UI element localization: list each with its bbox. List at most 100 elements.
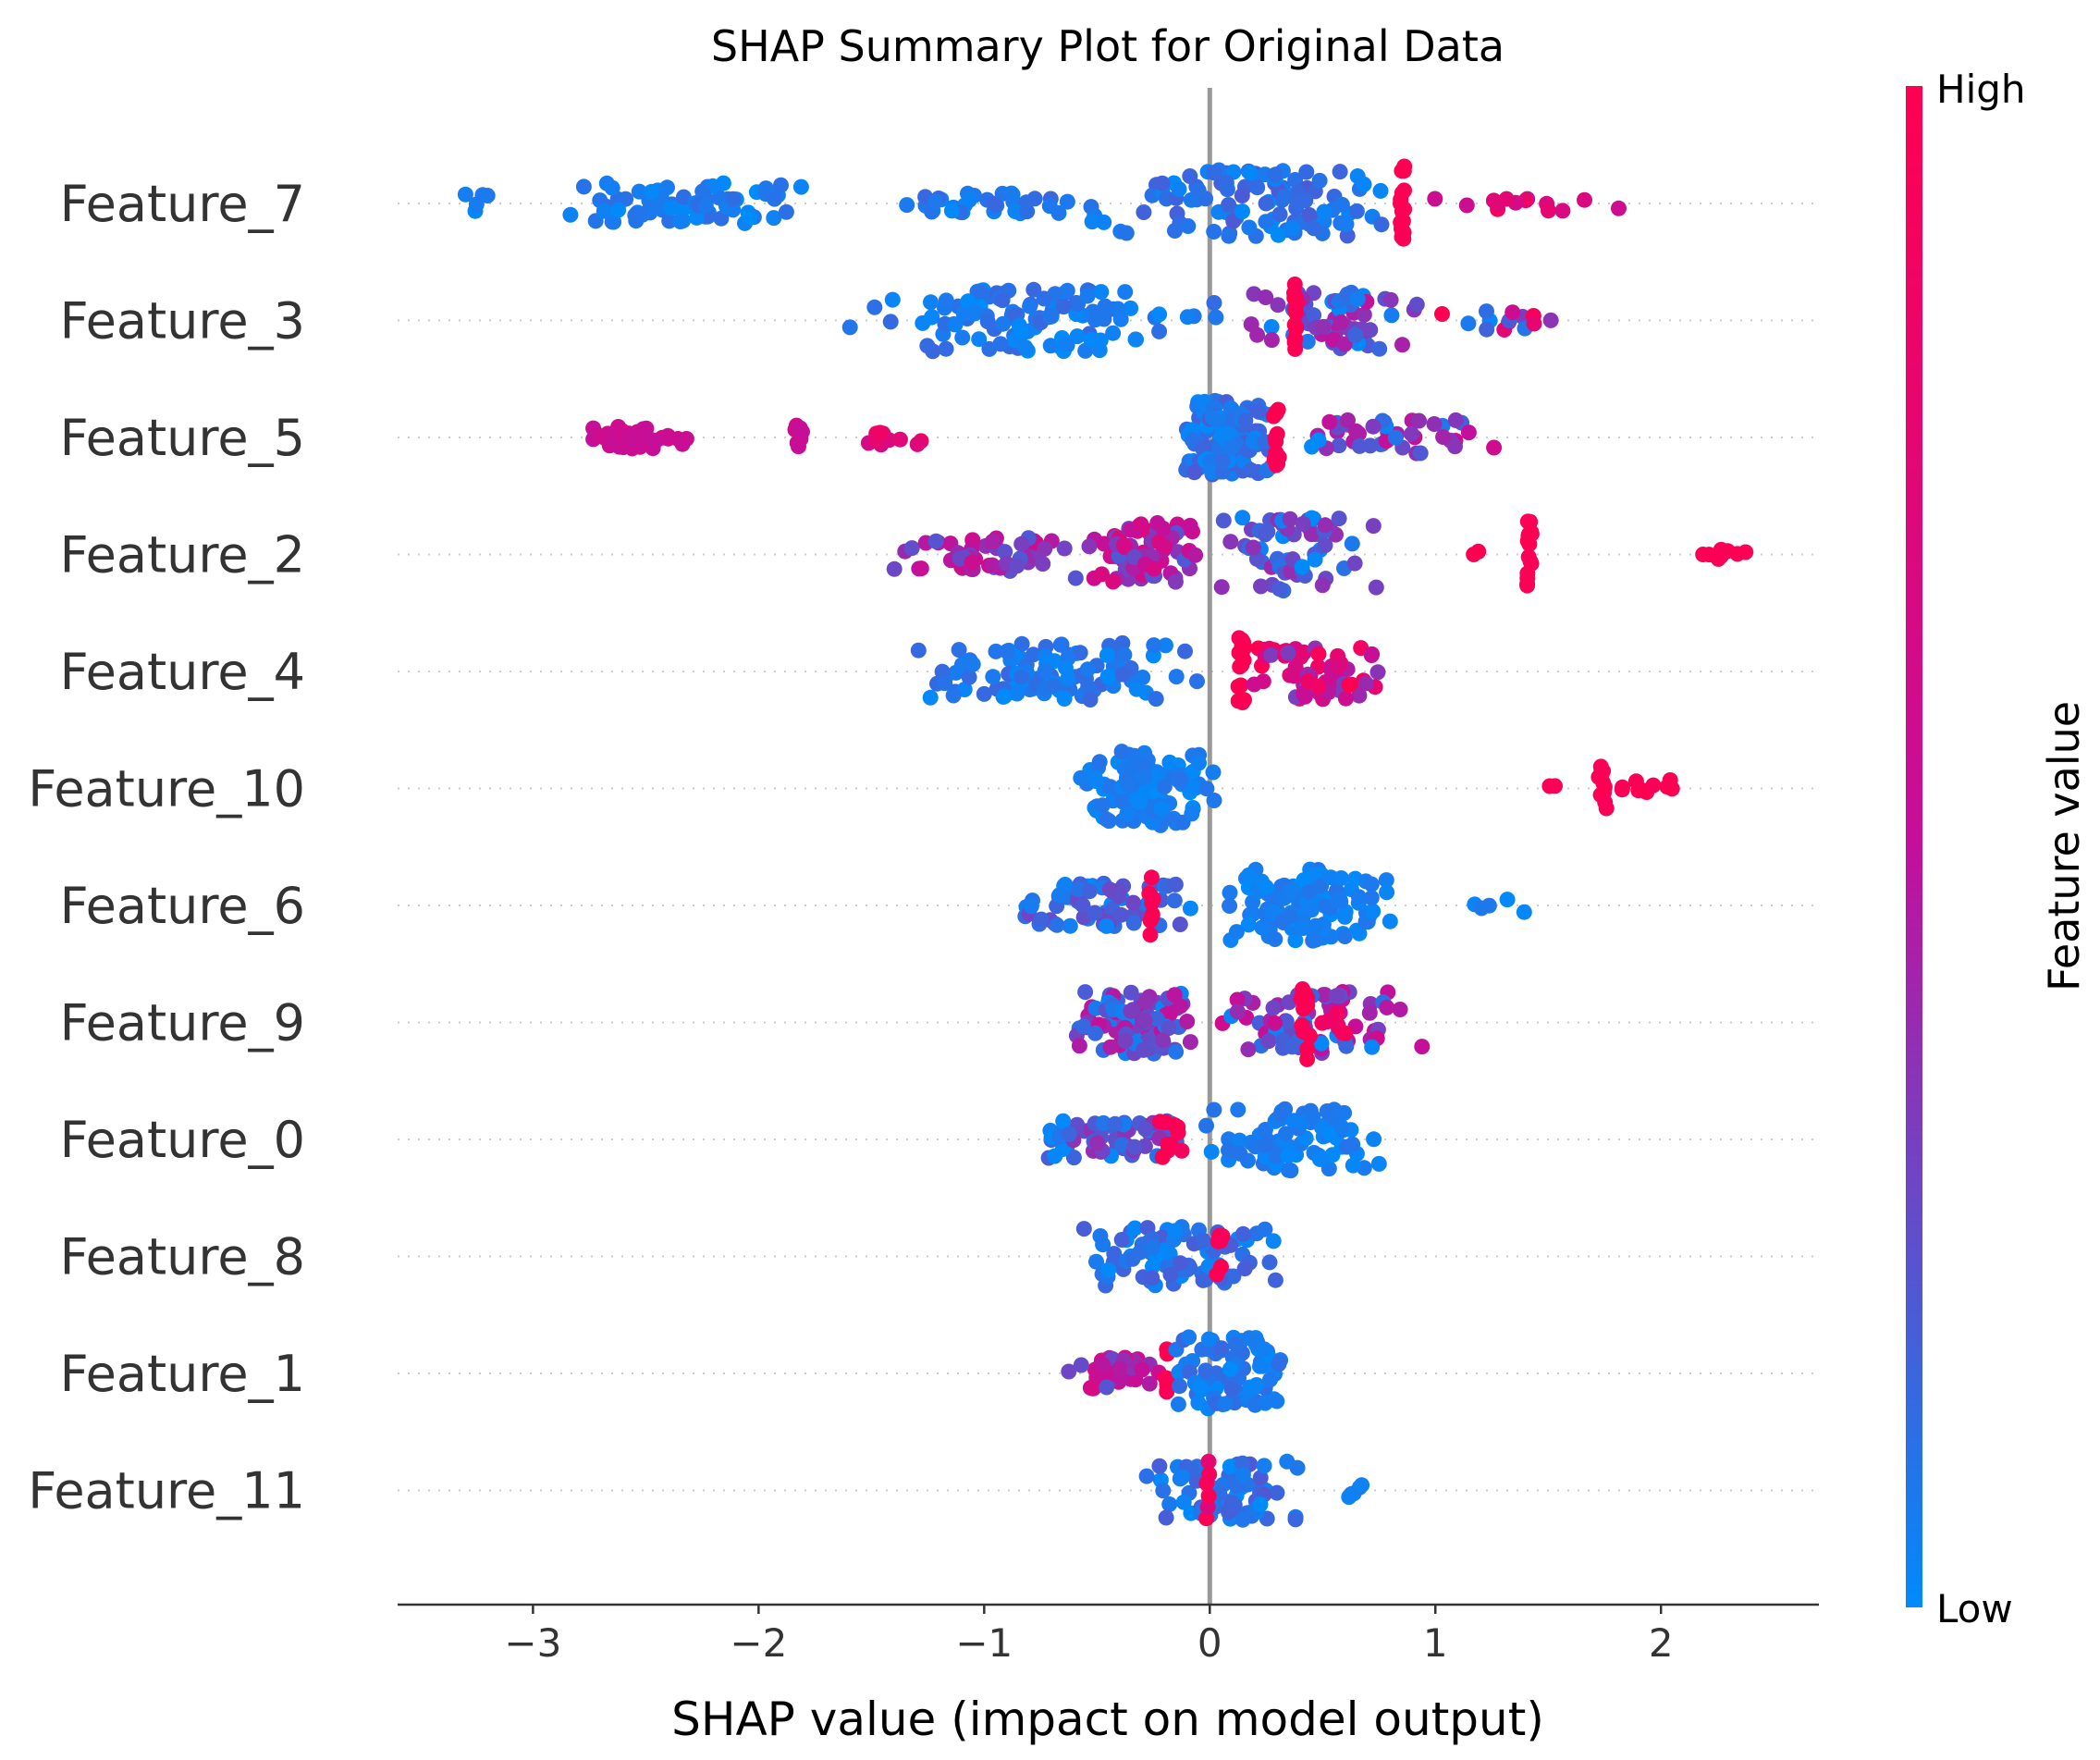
shap-point — [1094, 566, 1110, 583]
shap-point — [1144, 906, 1161, 923]
shap-point — [675, 189, 692, 205]
colorbar-high-label: High — [1936, 67, 2026, 112]
shap-point — [1258, 214, 1274, 230]
shap-point — [1141, 1375, 1158, 1392]
feature-label: Feature_4 — [60, 643, 305, 701]
shap-point — [1148, 1011, 1165, 1027]
shap-point — [1554, 203, 1571, 219]
shap-point — [1258, 1394, 1274, 1410]
shap-point — [1081, 538, 1098, 555]
shap-point — [1324, 1147, 1341, 1163]
shap-point — [1047, 1148, 1063, 1164]
shap-point — [1065, 1150, 1082, 1166]
shap-point — [1308, 931, 1324, 948]
shap-point — [1198, 1117, 1214, 1134]
shap-point — [988, 643, 1004, 659]
shap-point — [1073, 769, 1089, 786]
shap-point — [1228, 924, 1245, 941]
shap-point — [1077, 984, 1094, 1001]
shap-point — [1013, 323, 1029, 339]
shap-point — [1345, 1136, 1361, 1152]
shap-point — [964, 656, 981, 672]
shap-point — [1344, 535, 1360, 552]
shap-point — [1542, 312, 1559, 328]
shap-point — [1547, 778, 1563, 794]
shap-point — [1228, 1336, 1244, 1352]
shap-point — [1348, 203, 1365, 219]
shap-point — [1114, 666, 1131, 683]
shap-point — [1263, 332, 1280, 349]
shap-point — [961, 669, 977, 685]
shap-point — [1117, 284, 1134, 301]
shap-point — [937, 675, 953, 692]
shap-point — [1099, 917, 1115, 934]
shap-point — [1338, 1038, 1355, 1054]
shap-point — [1299, 990, 1315, 1006]
shap-point — [1253, 578, 1269, 595]
shap-point — [1277, 1101, 1294, 1117]
x-axis-label: SHAP value (impact on model output) — [671, 1692, 1544, 1746]
shap-point — [927, 533, 944, 549]
shap-point — [1182, 900, 1198, 917]
shap-point — [1271, 206, 1288, 223]
shap-point — [1022, 298, 1038, 314]
shap-point — [1182, 168, 1198, 184]
feature-label: Feature_2 — [60, 526, 305, 585]
shap-point — [1136, 1041, 1152, 1058]
shap-point — [1232, 1145, 1248, 1162]
shap-point — [1271, 227, 1286, 243]
shap-point — [1259, 523, 1276, 540]
shap-point — [1345, 1157, 1361, 1174]
shap-point — [1101, 881, 1118, 898]
shap-point — [1387, 429, 1404, 446]
shap-point — [1203, 1143, 1220, 1160]
shap-point — [1191, 755, 1207, 771]
shap-point — [1611, 200, 1627, 216]
shap-point — [1222, 439, 1239, 456]
x-tick-label: 1 — [1423, 1620, 1448, 1666]
shap-point — [1332, 314, 1349, 330]
shap-point — [1303, 902, 1320, 918]
shap-point — [961, 191, 977, 208]
feature-label: Feature_6 — [60, 877, 305, 935]
shap-point — [1089, 1135, 1106, 1151]
feature-label: Feature_1 — [60, 1345, 305, 1403]
shap-point — [1187, 547, 1204, 563]
shap-point — [1092, 1228, 1109, 1244]
shap-point — [841, 319, 858, 336]
shap-point — [661, 213, 678, 229]
shap-point — [866, 299, 883, 315]
shap-point — [1222, 884, 1238, 901]
shap-point — [479, 188, 496, 203]
feature-label: Feature_10 — [28, 760, 305, 818]
shap-point — [1079, 288, 1096, 304]
shap-point — [1267, 166, 1283, 183]
shap-point — [923, 294, 939, 311]
shap-point — [1083, 331, 1099, 348]
shap-point — [1201, 1466, 1218, 1483]
shap-point — [1208, 309, 1224, 326]
x-tick-label: −3 — [504, 1620, 561, 1666]
shap-point — [1302, 1028, 1318, 1044]
chart-title: SHAP Summary Plot for Original Data — [711, 21, 1504, 71]
shap-point — [1119, 776, 1136, 793]
shap-point — [1197, 1362, 1214, 1379]
shap-point — [1498, 191, 1515, 207]
shap-point — [1175, 1494, 1192, 1510]
shap-point — [1336, 336, 1353, 352]
shap-point — [1009, 558, 1025, 574]
shap-point — [996, 688, 1013, 705]
shap-point — [1036, 290, 1052, 307]
shap-point — [1059, 193, 1075, 210]
shap-point — [1271, 1356, 1287, 1372]
shap-point — [1234, 1467, 1251, 1483]
shap-point — [1241, 867, 1257, 883]
shap-point — [1270, 297, 1286, 314]
shap-point — [1158, 637, 1173, 654]
shap-point — [1521, 525, 1538, 542]
shap-point — [1278, 1014, 1295, 1029]
shap-point — [997, 544, 1013, 560]
shap-point — [1392, 1002, 1408, 1017]
shap-point — [1364, 1039, 1381, 1055]
shap-point — [1173, 1469, 1190, 1485]
